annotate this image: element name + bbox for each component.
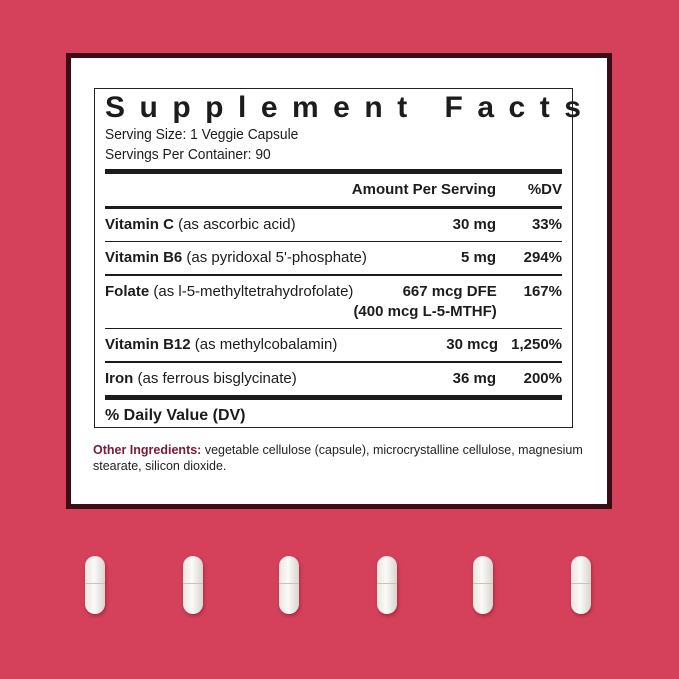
nutrient-row: Vitamin B6 (as pyridoxal 5'-phosphate) 5 … — [105, 242, 562, 274]
other-ingredients: Other Ingredients: vegetable cellulose (… — [93, 442, 593, 474]
servings-per-container: Servings Per Container: 90 — [105, 146, 271, 163]
daily-value-note: % Daily Value (DV) — [105, 406, 246, 424]
label-frame — [66, 53, 612, 509]
capsule-image — [183, 556, 203, 614]
nutrient-detail: (as ascorbic acid) — [173, 215, 296, 233]
nutrient-detail: (as methylcobalamin) — [190, 336, 338, 353]
nutrient-dv: 33% — [531, 215, 562, 233]
capsule-image — [571, 556, 591, 614]
nutrient-detail: (as ferrous bisglycinate) — [133, 369, 297, 387]
nutrient-dv: 167% — [523, 282, 562, 300]
nutrient-dv: 200% — [523, 369, 562, 387]
divider — [105, 169, 562, 174]
capsule-image — [473, 556, 493, 614]
nutrient-amount: 667 mcg DFE — [402, 282, 497, 300]
nutrient-amount: 30 mg — [452, 215, 496, 233]
nutrient-detail: (as l-5-methyltetrahydrofolate) — [149, 282, 354, 300]
divider — [105, 206, 562, 209]
divider — [105, 361, 562, 363]
footer-row: % Daily Value (DV) — [105, 400, 562, 432]
divider — [105, 394, 562, 400]
nutrient-row: Iron (as ferrous bisglycinate) 36 mg 200% — [105, 363, 562, 395]
nutrient-detail: (as pyridoxal 5'-phosphate) — [182, 249, 367, 266]
divider — [105, 327, 562, 329]
nutrient-row: Vitamin B12 (as methylcobalamin) 30 mcg 1,… — [105, 329, 562, 361]
nutrient-row: Vitamin C (as ascorbic acid) 30 mg 33% — [105, 209, 562, 241]
serving-size: Serving Size: 1 Veggie Capsule — [105, 126, 299, 143]
nutrient-name: Folate — [105, 282, 150, 300]
nutrient-amount: 36 mg — [452, 369, 496, 387]
nutrient-name: Iron — [105, 369, 134, 387]
capsule-image — [279, 556, 299, 614]
divider — [105, 274, 562, 276]
nutrient-amount: 30 mcg — [446, 336, 498, 353]
nutrient-amount: 5 mg — [460, 249, 496, 266]
supplement-facts-panel: Supplement Facts Serving Size: 1 Veggie … — [94, 88, 596, 428]
panel-title: Supplement Facts — [105, 91, 596, 124]
capsule-image — [85, 556, 105, 614]
capsule-image — [377, 556, 397, 614]
dv-header: %DV — [527, 181, 562, 198]
nutrient-amount-detail: (400 mcg L-5-MTHF) — [353, 302, 497, 320]
divider — [105, 240, 562, 242]
nutrient-name: Vitamin B12 — [105, 336, 191, 353]
nutrient-name: Vitamin C — [105, 215, 174, 233]
other-ingredients-label: Other Ingredients: — [93, 443, 202, 457]
other-ingredients-text: vegetable cellulose (capsule), microcrys… — [93, 443, 583, 473]
nutrient-dv: 294% — [523, 249, 562, 266]
amount-header: Amount Per Serving — [351, 181, 496, 198]
nutrient-dv: 1,250% — [511, 336, 562, 353]
nutrient-row: Folate (as l-5-methyltetrahydrofolate) 66… — [105, 276, 562, 328]
header-row: Amount Per Serving %DV — [105, 174, 562, 206]
nutrient-name: Vitamin B6 — [105, 249, 183, 266]
